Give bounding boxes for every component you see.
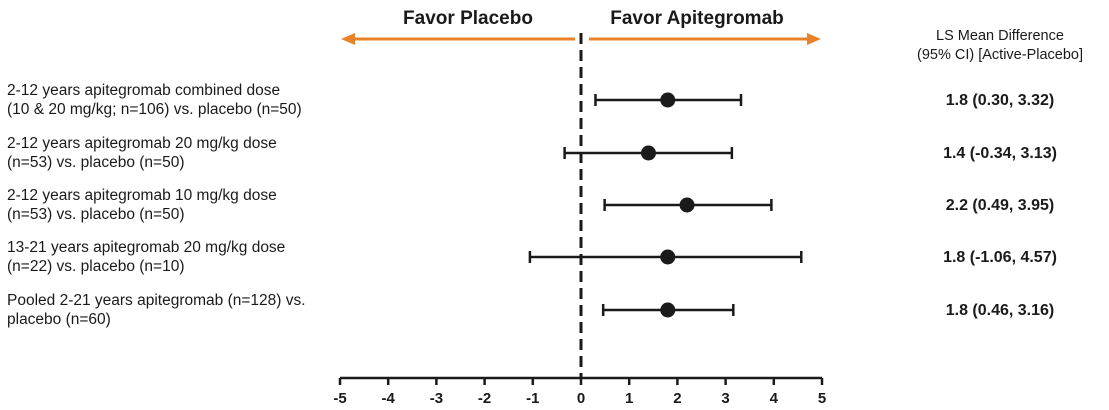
ci-column-header-line: LS Mean Difference [936, 28, 1064, 44]
x-tick-label: 0 [577, 390, 585, 407]
row-label-line: Pooled 2-21 years apitegromab (n=128) vs… [7, 292, 306, 309]
ci-value-text: 1.8 (-1.06, 4.57) [943, 249, 1057, 266]
x-tick-label: -3 [430, 390, 443, 407]
row-label-line: 2-12 years apitegromab 10 mg/kg dose [7, 187, 277, 204]
favor-left-arrowhead [341, 33, 355, 45]
row-label-line: (n=22) vs. placebo (n=10) [7, 258, 185, 275]
point-estimate-marker [660, 249, 676, 265]
forest-row: 2-12 years apitegromab 10 mg/kg dose (n=5… [7, 187, 1054, 223]
x-tick-label: -5 [333, 390, 346, 407]
favor-right-label: Favor Apitegromab [610, 8, 784, 29]
row-label-line: 2-12 years apitegromab 20 mg/kg dose [7, 135, 277, 152]
favor-header: Favor Placebo Favor Apitegromab [341, 8, 821, 45]
point-estimate-marker [679, 197, 695, 213]
ci-value-text: 2.2 (0.49, 3.95) [946, 197, 1055, 214]
x-tick-label: -4 [382, 390, 396, 407]
row-label-line: placebo (n=60) [7, 311, 111, 328]
x-tick-label: -1 [526, 390, 539, 407]
x-tick-label: 2 [673, 390, 681, 407]
forest-row: 2-12 years apitegromab 20 mg/kg dose (n=5… [7, 135, 1057, 171]
ci-column-header-line: (95% CI) [Active-Placebo] [917, 47, 1083, 63]
ci-value-text: 1.8 (0.30, 3.32) [946, 92, 1055, 109]
x-tick-label: -2 [478, 390, 491, 407]
row-label-line: 13-21 years apitegromab 20 mg/kg dose [7, 239, 285, 256]
x-axis: -5 -4 -3 -2 -1 0 1 2 3 4 5 [333, 376, 826, 407]
forest-row: 13-21 years apitegromab 20 mg/kg dose (n=… [7, 239, 1057, 275]
x-tick-label: 1 [625, 390, 633, 407]
ci-column-header: LS Mean Difference (95% CI) [Active-Place… [917, 28, 1083, 63]
forest-row: Pooled 2-21 years apitegromab (n=128) vs… [7, 292, 1054, 328]
x-tick-label: 3 [721, 390, 729, 407]
point-estimate-marker [660, 302, 676, 318]
x-tick-label: 5 [818, 390, 826, 407]
point-estimate-marker [640, 145, 656, 161]
forest-row: 2-12 years apitegromab combined dose (10 … [7, 82, 1054, 118]
ci-value-text: 1.8 (0.46, 3.16) [946, 302, 1055, 319]
row-label-line: (n=53) vs. placebo (n=50) [7, 206, 185, 223]
point-estimate-marker [660, 92, 676, 108]
favor-right-arrowhead [807, 33, 821, 45]
forest-rows: 2-12 years apitegromab combined dose (10 … [7, 82, 1057, 328]
row-label-line: (n=53) vs. placebo (n=50) [7, 154, 185, 171]
x-tick-label: 4 [770, 390, 779, 407]
favor-left-label: Favor Placebo [403, 8, 533, 29]
ci-value-text: 1.4 (-0.34, 3.13) [943, 145, 1057, 162]
row-label-line: (10 & 20 mg/kg; n=106) vs. placebo (n=50… [7, 101, 302, 118]
row-label-line: 2-12 years apitegromab combined dose [7, 82, 280, 99]
